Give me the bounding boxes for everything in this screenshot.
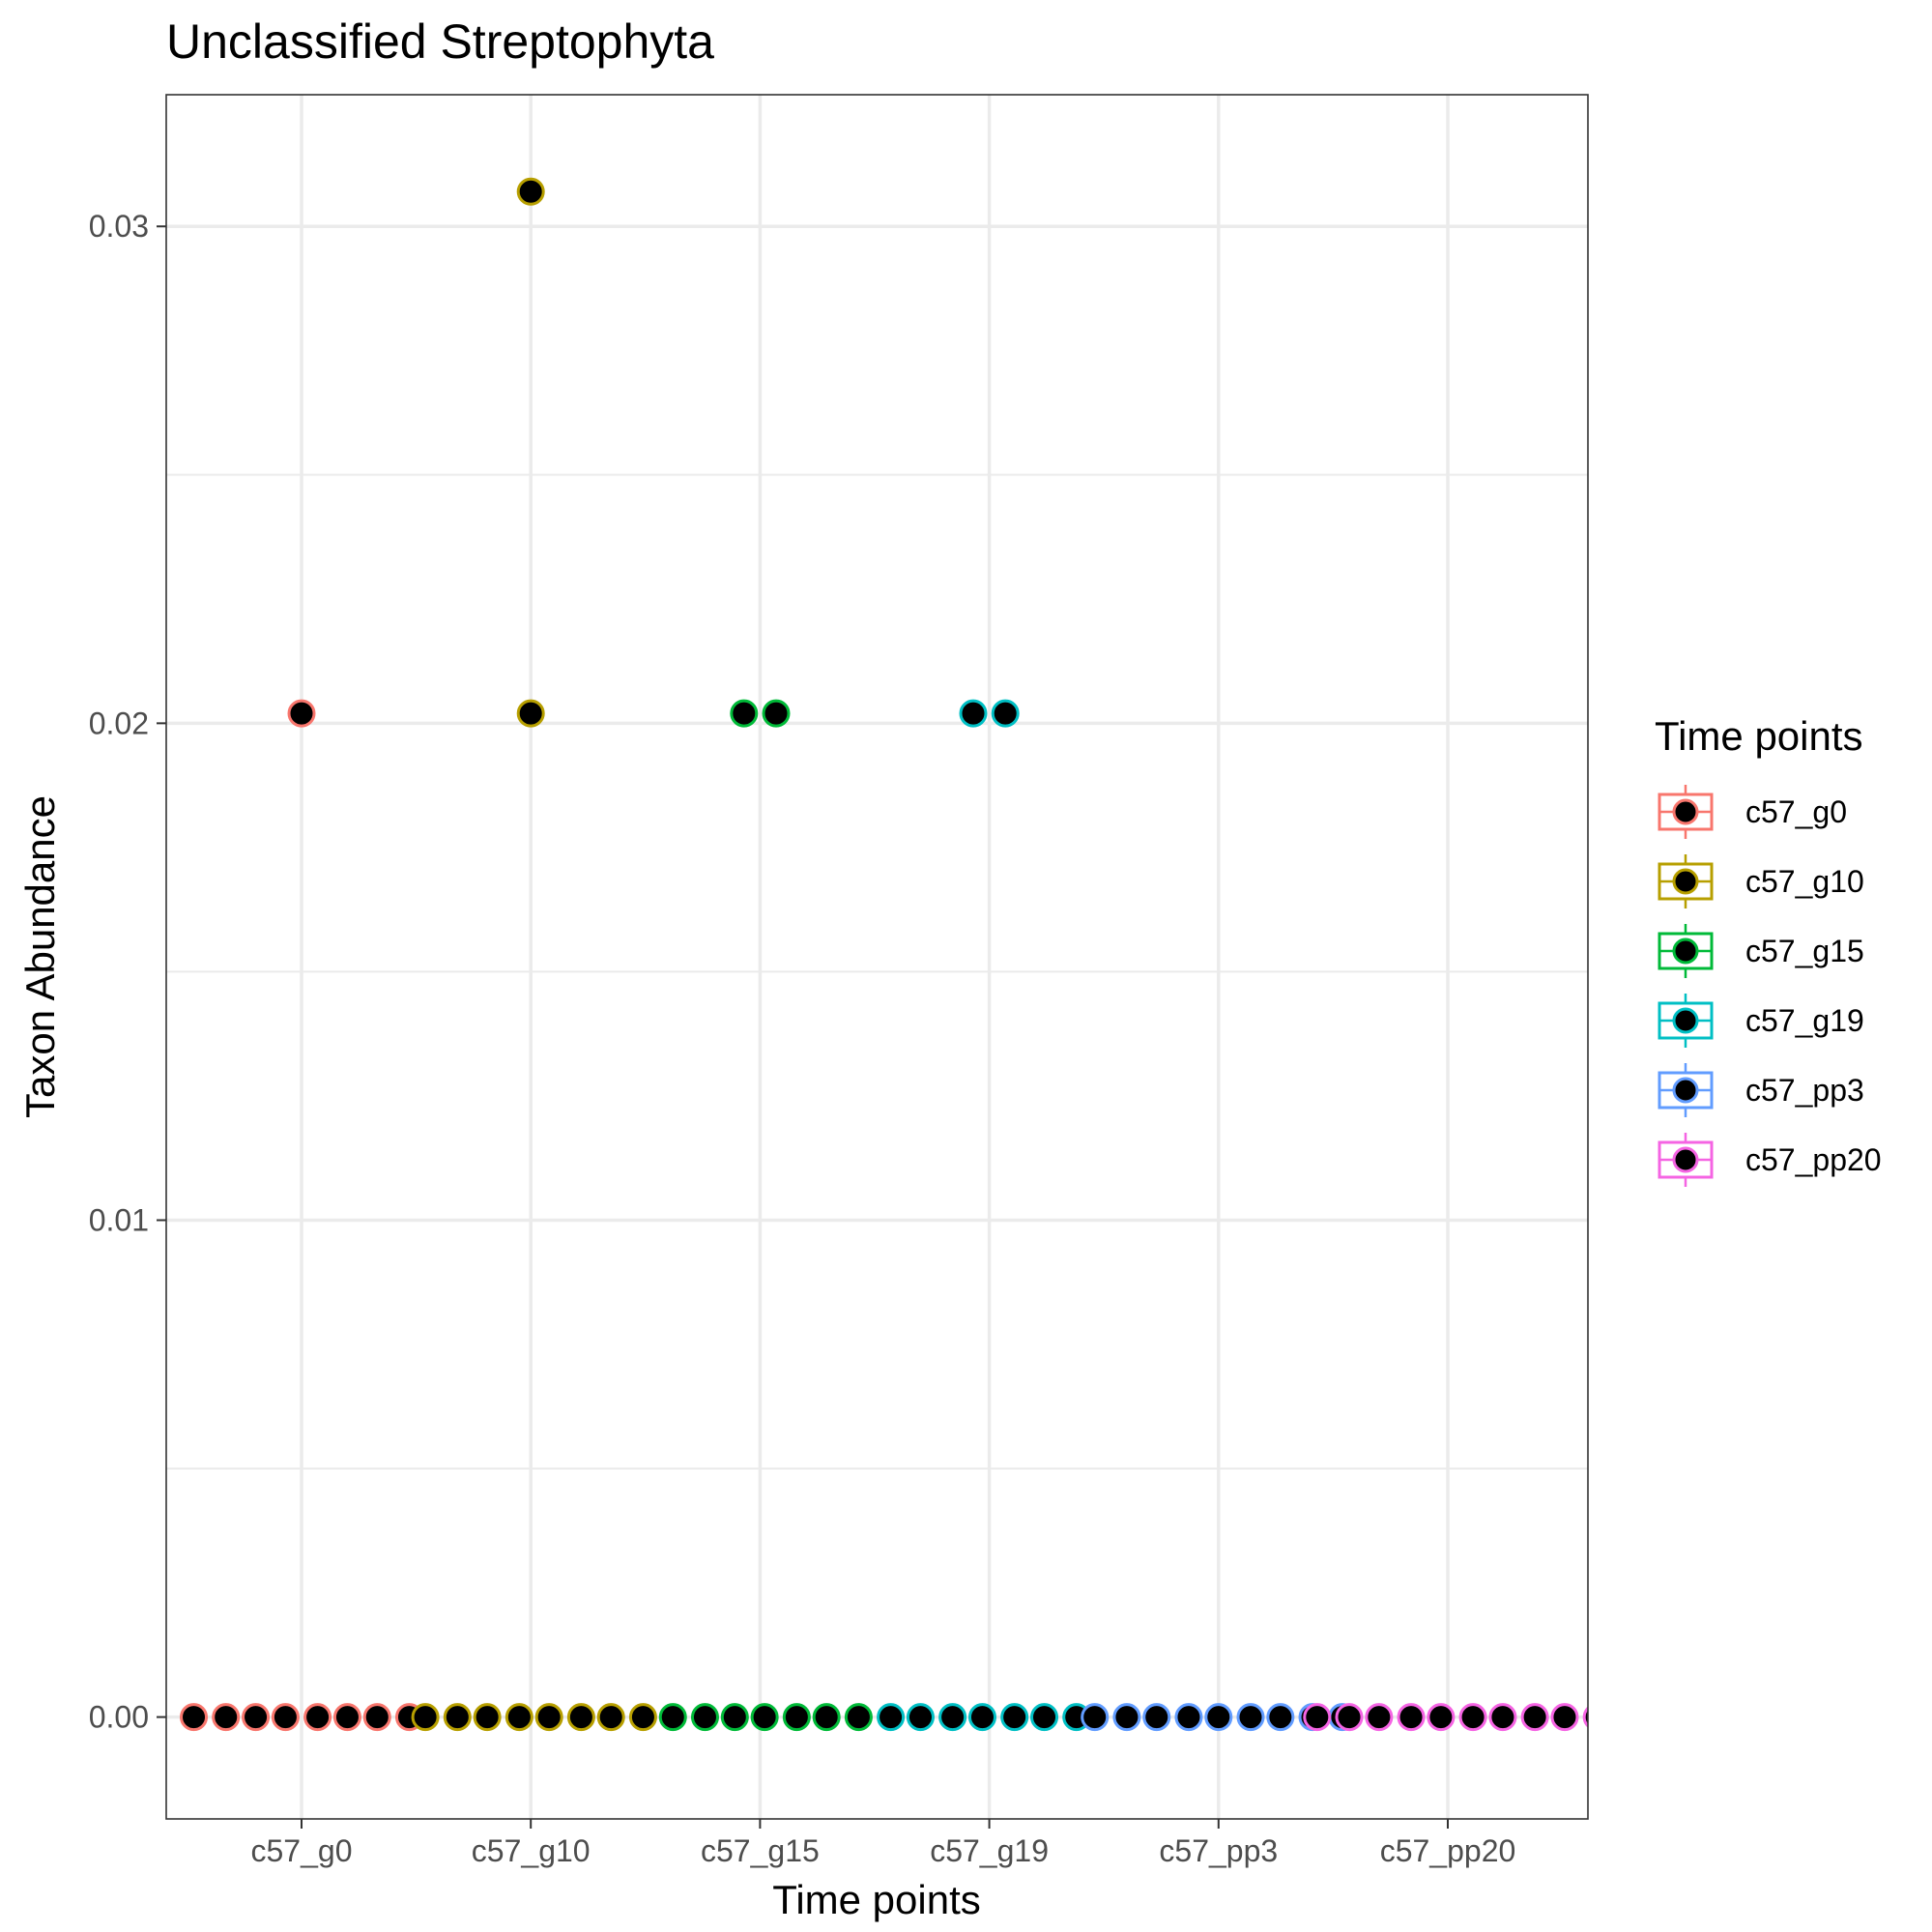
data-point-c57_g15 [658,1703,687,1732]
legend-label: c57_g0 [1745,794,1847,829]
legend-key-point [1672,937,1699,965]
legend-label: c57_pp3 [1745,1073,1864,1108]
y-tick-label: 0.00 [89,1700,149,1735]
data-point-c57_pp3 [1174,1703,1203,1732]
data-point-c57_g0 [242,1703,271,1732]
axes: 0.00 0.01 0.02 0.03 c57_g0 c57_g10 c57_g15 c57_… [89,209,1516,1868]
data-point-c57_g15 [750,1703,779,1732]
x-tick-label: c57_g19 [930,1833,1049,1868]
legend-item-c57_g10: c57_g10 [1658,854,1864,908]
data-point-c57_pp20 [1582,1706,1588,1728]
grid [166,95,1588,1819]
y-axis-title: Taxon Abundance [17,795,63,1118]
data-point-c57_pp20 [1335,1703,1364,1732]
data-point-c57_pp3 [1266,1703,1295,1732]
data-point-c57_g0 [271,1703,300,1732]
data-point-c57_g19 [959,699,988,728]
data-point-c57_g19 [906,1703,935,1732]
data-point-c57_g10 [534,1703,563,1732]
data-point-c57_g15 [762,699,791,728]
data-point-c57_g15 [690,1703,719,1732]
data-point-c57_g10 [473,1703,502,1732]
data-point-c57_g19 [1030,1703,1059,1732]
data-point-c57_g10 [411,1703,440,1732]
legend-label: c57_g19 [1745,1003,1864,1038]
data-point-c57_g15 [812,1703,841,1732]
data-point-c57_pp3 [1142,1703,1171,1732]
data-point-c57_g19 [938,1703,967,1732]
data-point-c57_g10 [628,1703,657,1732]
legend-item-c57_g15: c57_g15 [1658,924,1864,978]
y-tick-label: 0.02 [89,706,149,740]
data-point-c57_g19 [1000,1703,1029,1732]
data-point-c57_g10 [505,1703,533,1732]
data-point-c57_g15 [782,1703,811,1732]
data-point-c57_g0 [287,699,316,728]
data-point-c57_g10 [566,1703,595,1732]
legend-key-point [1672,1077,1699,1104]
x-tick-label: c57_g10 [472,1833,591,1868]
data-point-c57_pp3 [1081,1703,1110,1732]
legend-item-c57_g0: c57_g0 [1658,785,1847,839]
data-point-c57_g19 [877,1703,906,1732]
legend-title: Time points [1655,713,1863,759]
data-point-c57_pp20 [1550,1703,1579,1732]
panel-border [165,94,1589,1820]
data-point-c57_pp20 [1365,1703,1394,1732]
legend-key-point [1672,1146,1699,1173]
data-point-c57_pp20 [1427,1703,1456,1732]
data-point-c57_g0 [303,1703,332,1732]
data-point-c57_g10 [516,699,545,728]
legend-key-point [1672,868,1699,895]
y-tick-label: 0.03 [89,209,149,244]
data-point-c57_g0 [362,1703,391,1732]
data-point-c57_pp20 [1303,1703,1332,1732]
data-point-c57_pp20 [1458,1703,1487,1732]
legend-item-c57_g19: c57_g19 [1658,994,1864,1048]
legend: Time points c57_g0 c57_g10 c57_g15 c57_g19c… [1655,713,1882,1187]
data-point-c57_g15 [844,1703,873,1732]
data-point-c57_g19 [991,699,1020,728]
legend-item-c57_pp3: c57_pp3 [1658,1063,1864,1117]
data-point-c57_g15 [720,1703,749,1732]
chart-title: Unclassified Streptophyta [166,14,714,69]
legend-label: c57_g15 [1745,934,1864,968]
data-point-c57_g0 [332,1703,361,1732]
data-points [180,177,1588,1732]
x-tick-label: c57_pp3 [1159,1833,1278,1868]
x-tick-label: c57_g0 [251,1833,353,1868]
data-point-c57_g19 [967,1703,996,1732]
legend-item-c57_pp20: c57_pp20 [1658,1133,1882,1187]
x-tick-label: c57_g15 [701,1833,820,1868]
data-point-c57_pp20 [1488,1703,1517,1732]
y-tick-label: 0.01 [89,1202,149,1237]
data-point-c57_pp20 [1397,1703,1426,1732]
legend-label: c57_g10 [1745,864,1864,899]
legend-key-point [1672,1007,1699,1034]
legend-key-point [1672,798,1699,825]
data-point-c57_pp3 [1204,1703,1233,1732]
data-point-c57_pp3 [1112,1703,1141,1732]
x-axis-title: Time points [772,1877,981,1922]
legend-label: c57_pp20 [1745,1142,1882,1177]
x-tick-label: c57_pp20 [1380,1833,1516,1868]
data-point-c57_g15 [730,699,759,728]
data-point-c57_g10 [596,1703,625,1732]
data-point-c57_g0 [180,1703,209,1732]
data-point-c57_pp20 [1520,1703,1549,1732]
data-point-c57_pp3 [1236,1703,1265,1732]
data-point-c57_g10 [443,1703,472,1732]
data-point-c57_g0 [212,1703,241,1732]
data-point-c57_g10 [516,177,545,206]
